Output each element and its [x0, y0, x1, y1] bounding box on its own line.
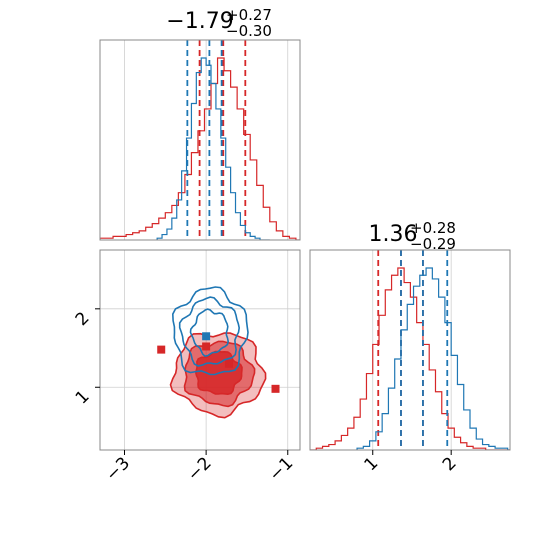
hist-param2-panel	[309, 249, 511, 451]
title-param1: −1.79	[166, 9, 233, 34]
x-tick-label-2d-0: −3	[102, 453, 134, 485]
title-param2-plus: +0.28	[410, 219, 456, 237]
hist1-series-0	[100, 57, 300, 240]
y-tick-label-2d-1: 2	[72, 308, 94, 330]
marker-blue-0	[202, 332, 211, 341]
scatter-2d-frame	[99, 249, 301, 451]
title-param1-value: −1.79	[166, 9, 233, 34]
hist1-series-1	[156, 57, 270, 240]
marker-red-2	[224, 359, 233, 368]
hist2-series-0	[310, 267, 510, 450]
marker-red-1	[202, 342, 211, 351]
title-param2: 1.36	[369, 222, 418, 247]
hist-param1-panel	[99, 39, 301, 241]
contour-blue-1	[178, 296, 241, 367]
hist2-series-1	[356, 267, 510, 450]
x-tick-label-h2-0: 1	[360, 453, 382, 475]
marker-red-3	[271, 384, 280, 393]
y-tick-labels-2d: 12	[72, 308, 100, 408]
title-param1-minus: −0.30	[226, 22, 272, 40]
title-param2-value: 1.36	[369, 222, 418, 247]
x-tick-labels-2d: −3 −2 −1	[102, 450, 297, 485]
title-param2-minus: −0.29	[410, 235, 456, 253]
x-tick-label-2d-1: −2	[184, 453, 216, 485]
scatter-2d-panel	[99, 249, 301, 451]
contour-blue-2	[189, 308, 230, 357]
y-tick-label-2d-0: 1	[72, 387, 94, 409]
hist2-frame	[309, 249, 511, 451]
contour-blue-0	[171, 286, 249, 376]
x-tick-label-h2-1: 2	[439, 453, 461, 475]
hist1-frame	[99, 39, 301, 241]
marker-red-0	[157, 345, 166, 354]
title-param1-plus: +0.27	[226, 6, 272, 24]
x-tick-label-2d-2: −1	[265, 453, 297, 485]
